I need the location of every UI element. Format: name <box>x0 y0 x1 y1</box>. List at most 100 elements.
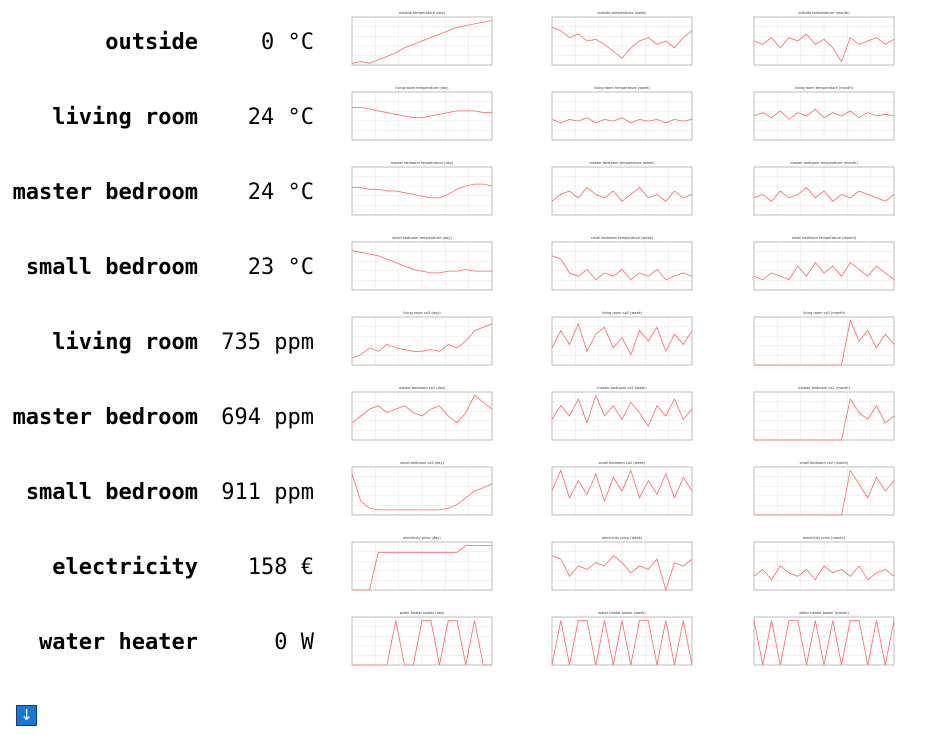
series-line <box>551 394 693 428</box>
graph-thumbnail[interactable]: water heater power (day) <box>342 609 516 675</box>
graph-chart: master bedroom co2 (week) <box>542 384 716 450</box>
plot-frame <box>351 466 493 516</box>
plot-frame <box>551 391 693 441</box>
plot-frame <box>351 16 493 66</box>
graph-background <box>542 609 716 675</box>
graph-thumbnail[interactable]: living room co2 (week) <box>542 309 716 375</box>
plot-frame <box>753 541 895 591</box>
graph-thumbnail[interactable]: water heater power (month) <box>744 609 918 675</box>
plot-frame <box>351 91 493 141</box>
series-line <box>551 117 693 124</box>
graph-chart: water heater power (week) <box>542 609 716 675</box>
series-line <box>754 469 895 516</box>
sensor-row: master bedroom 694 ppm master bedroom co2 … <box>0 381 931 456</box>
series-line <box>352 619 492 666</box>
graph-title: master bedroom co2 (week) <box>597 386 647 390</box>
graph-title: master bedroom temperature (week) <box>589 161 655 165</box>
plot-frame <box>551 316 693 366</box>
series-line <box>754 397 895 441</box>
plot-frame <box>551 166 693 216</box>
sensor-label: master bedroom <box>12 180 198 205</box>
graph-chart: small bedroom co2 (month) <box>744 459 918 525</box>
graph-thumbnail[interactable]: electricity price (month) <box>744 534 918 600</box>
graph-thumbnail[interactable]: small bedroom co2 (week) <box>542 459 716 525</box>
series-line <box>352 183 493 199</box>
graph-title: living room temperature (day) <box>396 86 450 90</box>
sensor-row: small bedroom 23 °C small bedroom temperat… <box>0 231 931 306</box>
plot-frame <box>753 241 895 291</box>
sensor-label: master bedroom <box>12 405 198 430</box>
graph-chart: living room co2 (day) <box>342 309 516 375</box>
graph-thumbnail[interactable]: living room co2 (month) <box>744 309 918 375</box>
plot-frame <box>551 91 693 141</box>
graph-background <box>542 459 716 525</box>
arrow-down-icon: ↓ <box>20 706 33 724</box>
graph-chart: water heater power (month) <box>744 609 918 675</box>
series-line <box>551 619 693 666</box>
scroll-down-button[interactable]: ↓ <box>16 705 37 726</box>
sensor-label: small bedroom <box>25 480 198 505</box>
graph-thumbnail[interactable]: outside temperature (week) <box>542 9 716 75</box>
graph-title: outside temperature (week) <box>597 11 647 15</box>
sensor-label: outside <box>105 30 198 55</box>
graph-thumbnail[interactable]: living room temperature (day) <box>342 84 516 150</box>
graph-title: outside temperature (month) <box>798 11 850 15</box>
graph-title: living room co2 (month) <box>803 311 846 315</box>
graph-chart: small bedroom temperature (month) <box>744 234 918 300</box>
graph-thumbnail[interactable]: outside temperature (day) <box>342 9 516 75</box>
graph-thumbnail[interactable]: master bedroom co2 (day) <box>342 384 516 450</box>
graph-thumbnail[interactable]: master bedroom temperature (day) <box>342 159 516 225</box>
series-line <box>352 106 492 119</box>
sensor-value: 24 °C <box>247 105 314 130</box>
sensor-row: small bedroom 911 ppm small bedroom co2 (d… <box>0 456 931 531</box>
graph-chart: outside temperature (day) <box>342 9 516 75</box>
graph-chart: electricity price (day) <box>342 534 516 600</box>
graph-thumbnail[interactable]: outside temperature (month) <box>744 9 918 75</box>
graph-thumbnail[interactable]: electricity price (week) <box>542 534 716 600</box>
graph-thumbnail[interactable]: small bedroom co2 (month) <box>744 459 918 525</box>
graph-title: master bedroom temperature (day) <box>391 161 454 165</box>
graph-thumbnail[interactable]: master bedroom temperature (week) <box>542 159 716 225</box>
graph-thumbnail[interactable]: master bedroom temperature (month) <box>744 159 918 225</box>
graph-title: small bedroom temperature (week) <box>591 236 654 240</box>
graph-chart: master bedroom co2 (day) <box>342 384 516 450</box>
graph-background <box>542 84 716 150</box>
sensor-value: 0 W <box>274 630 314 655</box>
graph-thumbnail[interactable]: water heater power (week) <box>542 609 716 675</box>
graph-thumbnail[interactable]: electricity price (day) <box>342 534 516 600</box>
series-line <box>551 187 693 202</box>
graph-thumbnail[interactable]: master bedroom co2 (week) <box>542 384 716 450</box>
graph-background <box>542 234 716 300</box>
graph-title: living room co2 (week) <box>602 311 643 315</box>
graph-background <box>542 309 716 375</box>
graph-thumbnail[interactable]: living room temperature (month) <box>744 84 918 150</box>
graph-background <box>342 9 516 75</box>
sensor-row: water heater 0 W water heater power (day) w… <box>0 606 931 681</box>
series-line <box>551 469 693 503</box>
series-line <box>753 619 895 666</box>
plot-frame <box>351 391 493 441</box>
graph-title: small bedroom co2 (week) <box>599 461 646 465</box>
graph-thumbnail[interactable]: small bedroom temperature (month) <box>744 234 918 300</box>
graph-thumbnail[interactable]: living room co2 (day) <box>342 309 516 375</box>
graph-title: small bedroom co2 (month) <box>800 461 849 465</box>
graph-chart: living room co2 (month) <box>744 309 918 375</box>
graph-thumbnail[interactable]: small bedroom temperature (week) <box>542 234 716 300</box>
graph-thumbnail[interactable]: small bedroom temperature (day) <box>342 234 516 300</box>
series-line <box>351 473 493 511</box>
graph-title: small bedroom co2 (day) <box>400 461 444 465</box>
graph-background <box>342 309 516 375</box>
graph-chart: living room temperature (week) <box>542 84 716 150</box>
graph-thumbnail[interactable]: master bedroom co2 (month) <box>744 384 918 450</box>
graph-title: electricity price (month) <box>803 536 846 540</box>
graph-background <box>342 159 516 225</box>
graph-chart: small bedroom co2 (week) <box>542 459 716 525</box>
series-line <box>753 261 895 281</box>
graph-thumbnail[interactable]: living room temperature (week) <box>542 84 716 150</box>
graph-chart: small bedroom co2 (day) <box>342 459 516 525</box>
graph-thumbnail[interactable]: small bedroom co2 (day) <box>342 459 516 525</box>
graph-background <box>342 84 516 150</box>
plot-frame <box>753 166 895 216</box>
series-line <box>551 26 693 59</box>
graph-background <box>342 234 516 300</box>
